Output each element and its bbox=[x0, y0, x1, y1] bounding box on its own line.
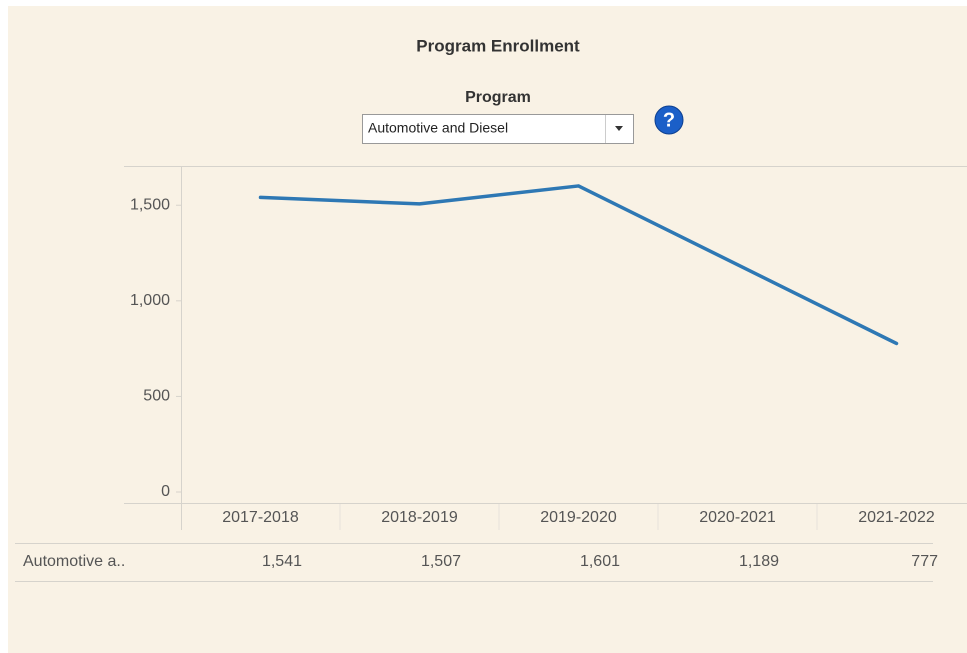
y-tick-label: 1,000 bbox=[130, 292, 170, 309]
help-circle[interactable] bbox=[654, 105, 684, 135]
help[interactable]: ? bbox=[654, 105, 684, 135]
line bbox=[258, 184, 899, 346]
chart-title: Program Enrollment bbox=[416, 36, 580, 55]
y-tick-label: 500 bbox=[143, 388, 170, 405]
y-tick-label: 1,500 bbox=[130, 196, 170, 213]
dropdown-value[interactable]: Automotive and Diesel bbox=[368, 120, 508, 136]
y-tick-label: 0 bbox=[161, 483, 170, 500]
help-icon[interactable]: ? bbox=[663, 109, 675, 131]
dropdown[interactable]: Automotive and Diesel bbox=[362, 114, 634, 144]
filter-label: Program bbox=[465, 89, 531, 106]
x-tick-label: 2017-2018 bbox=[222, 509, 299, 526]
x-tick-label: 2018-2019 bbox=[381, 509, 458, 526]
x-tick-label: 2021-2022 bbox=[858, 509, 935, 526]
table-value: 1,507 bbox=[421, 553, 461, 570]
x-tick-label: 2020-2021 bbox=[699, 509, 776, 526]
dropdown-box[interactable] bbox=[362, 114, 634, 144]
row-label: Automotive a.. bbox=[23, 553, 125, 570]
table-value: 1,541 bbox=[262, 553, 302, 570]
dropdown-arrow[interactable] bbox=[615, 126, 623, 131]
table-value: 1,601 bbox=[580, 553, 620, 570]
x-tick-label: 2019-2020 bbox=[540, 509, 617, 526]
table-value: 777 bbox=[911, 553, 938, 570]
table-value: 1,189 bbox=[739, 553, 779, 570]
background bbox=[8, 6, 967, 653]
